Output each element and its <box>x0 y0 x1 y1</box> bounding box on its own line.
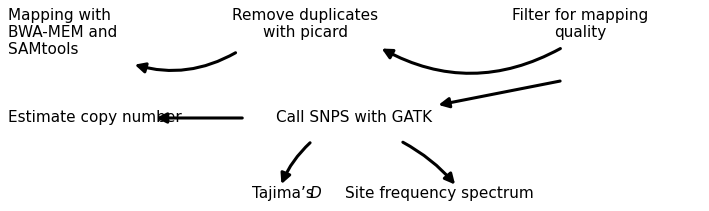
Text: Filter for mapping
quality: Filter for mapping quality <box>513 8 649 40</box>
Text: Mapping with
BWA-MEM and
SAMtools: Mapping with BWA-MEM and SAMtools <box>9 8 118 57</box>
Text: Estimate copy number: Estimate copy number <box>9 111 182 126</box>
Text: Remove duplicates
with picard: Remove duplicates with picard <box>232 8 378 40</box>
Text: D: D <box>310 186 322 201</box>
Text: Tajima’s: Tajima’s <box>252 186 319 201</box>
Text: Call SNPS with GATK: Call SNPS with GATK <box>277 111 432 126</box>
Text: Site frequency spectrum: Site frequency spectrum <box>345 186 534 201</box>
